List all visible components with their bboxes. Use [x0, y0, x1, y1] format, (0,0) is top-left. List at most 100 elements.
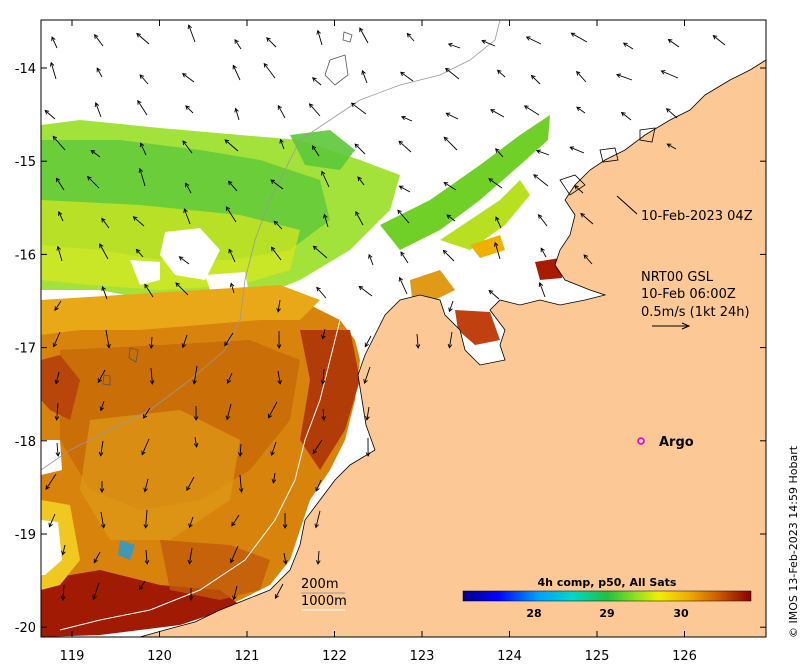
current-arrowhead-icon: [535, 149, 541, 154]
current-arrowhead-icon: [316, 286, 321, 292]
current-arrowhead-icon: [139, 74, 145, 79]
current-arrowhead-icon: [357, 176, 362, 182]
current-arrowhead-icon: [136, 32, 141, 38]
current-arrowhead-icon: [321, 170, 326, 176]
current-vector-icon: [283, 552, 287, 564]
current-arrowhead-icon: [495, 216, 500, 222]
current-vector-icon: [312, 145, 320, 157]
current-arrowhead-icon: [54, 379, 60, 385]
current-arrowhead-icon: [665, 108, 671, 113]
current-vector-icon: [317, 550, 320, 565]
current-vector-icon: [226, 403, 232, 420]
current-arrowhead-icon: [398, 140, 404, 146]
current-vector-icon: [136, 33, 150, 45]
current-arrowhead-icon: [263, 62, 268, 68]
current-arrowhead-icon: [443, 181, 449, 187]
plot-frame: [40, 19, 767, 638]
current-vector-icon: [144, 284, 154, 298]
current-arrowhead-icon: [193, 442, 199, 448]
current-vector-icon: [277, 370, 281, 384]
current-vector-icon: [224, 332, 234, 346]
current-vector-icon: [140, 143, 147, 156]
current-arrowhead-icon: [444, 67, 450, 73]
current-vector-icon: [359, 27, 369, 44]
current-vector-icon: [188, 24, 196, 43]
colorbar-tick: 29: [599, 607, 614, 620]
lon-tick-label: 120: [147, 649, 172, 664]
current-arrowhead-icon: [185, 182, 190, 188]
current-arrowhead-icon: [400, 71, 405, 77]
current-arrowhead-icon: [271, 478, 277, 484]
current-vector-icon: [445, 68, 460, 80]
current-arrowhead-icon: [311, 77, 317, 82]
current-arrowhead-icon: [132, 216, 138, 221]
current-arrowhead-icon: [359, 27, 364, 33]
current-vector-icon: [540, 247, 547, 258]
current-vector-icon: [268, 401, 278, 419]
current-arrowhead-icon: [93, 558, 98, 564]
current-vector-icon: [227, 372, 233, 384]
current-arrowhead-icon: [315, 560, 321, 565]
current-vector-icon: [99, 243, 109, 260]
lat-tick-label: -19: [15, 528, 36, 543]
current-vector-icon: [100, 400, 105, 411]
current-vector-icon: [401, 116, 413, 122]
current-vector-icon: [317, 30, 323, 46]
current-vector-icon: [182, 140, 193, 154]
current-arrowhead-icon: [570, 32, 576, 37]
bathymetry-contours: [41, 20, 656, 631]
current-vector-icon: [56, 177, 65, 191]
current-vector-icon: [315, 510, 321, 528]
current-arrowhead-icon: [712, 35, 718, 40]
current-arrowhead-icon: [364, 342, 369, 348]
current-arrowhead-icon: [277, 104, 282, 110]
current-vector-icon: [239, 474, 242, 492]
current-arrowhead-icon: [54, 416, 60, 421]
current-arrowhead-icon: [90, 149, 96, 155]
current-vector-icon: [56, 402, 59, 420]
current-vector-icon: [398, 140, 412, 153]
current-vector-icon: [666, 108, 678, 119]
current-vector-icon: [275, 583, 284, 599]
current-legend-model: NRT00 GSL: [641, 270, 714, 285]
current-vector-icon: [228, 249, 236, 263]
current-arrowhead-icon: [225, 415, 231, 421]
current-arrowhead-icon: [182, 140, 187, 146]
longitude-axis: 119 120 121 122 123 124 125 126: [60, 20, 697, 664]
current-arrowhead-icon: [350, 102, 356, 108]
current-vector-icon: [351, 102, 367, 115]
current-vector-icon: [323, 214, 329, 228]
current-arrowhead-icon: [51, 36, 56, 42]
current-arrowhead-icon: [279, 138, 284, 144]
current-vector-icon: [322, 328, 326, 339]
current-arrowhead-icon: [187, 24, 193, 30]
current-arrowhead-icon: [312, 245, 318, 251]
current-arrowhead-icon: [401, 115, 406, 121]
isobath-200m-label: 200m: [301, 577, 338, 592]
current-arrowhead-icon: [45, 485, 50, 490]
current-arrowhead-icon: [143, 524, 149, 529]
credit-text: © IMOS 13-Feb-2023 14:59 Hobart: [787, 445, 800, 638]
current-arrowhead-icon: [358, 285, 364, 291]
current-vector-icon: [94, 34, 104, 47]
current-vector-icon: [90, 150, 101, 158]
current-vector-icon: [583, 254, 593, 265]
current-arrowhead-icon: [282, 524, 288, 529]
current-vector-icon: [144, 478, 149, 492]
current-arrowhead-icon: [99, 243, 104, 249]
current-vector-icon: [536, 150, 550, 156]
current-arrowhead-icon: [574, 185, 579, 190]
current-vector-icon: [62, 544, 66, 555]
current-vector-icon: [96, 67, 103, 78]
current-vector-icon: [234, 39, 242, 50]
current-legend-time: 10-Feb 06:00Z: [641, 287, 736, 302]
scale-arrowhead-icon: [681, 322, 691, 330]
current-vector-icon: [358, 286, 373, 297]
current-arrowhead-icon: [58, 211, 63, 216]
current-arrowhead-icon: [447, 42, 453, 48]
current-arrowhead-icon: [232, 595, 237, 601]
current-arrowhead-icon: [488, 178, 493, 183]
current-vector-icon: [100, 511, 105, 528]
sst-colorbar: 4h comp, p50, All Sats 28 29 30: [462, 576, 752, 620]
current-arrowhead-icon: [187, 559, 193, 565]
